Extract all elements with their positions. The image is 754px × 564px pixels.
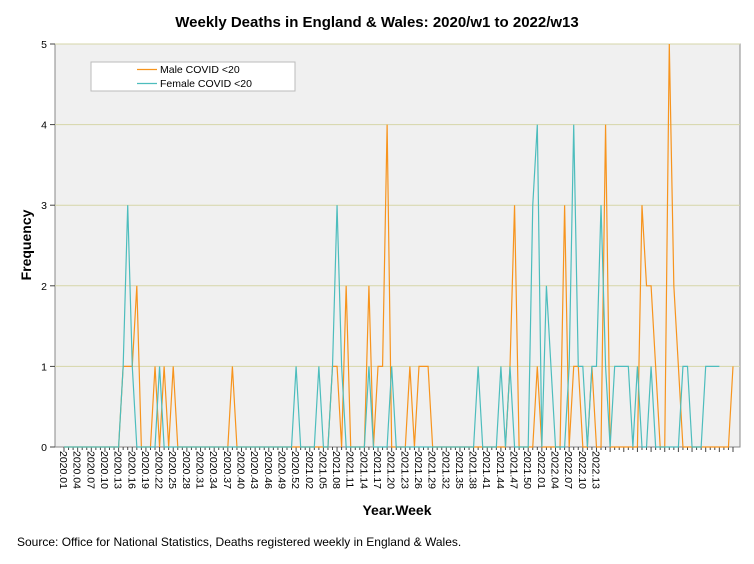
x-tick-label: 2021.17 [371, 451, 383, 489]
x-tick-label: 2020.52 [289, 451, 301, 489]
legend-label-female: Female COVID <20 [160, 78, 252, 90]
x-axis-label: Year.Week [362, 502, 431, 518]
x-tick-label: 2020.31 [194, 451, 206, 489]
y-tick-label-5: 5 [41, 39, 47, 51]
x-tick-label: 2020.10 [98, 451, 110, 489]
x-tick-label: 2021.32 [439, 451, 451, 489]
x-tick-label: 2020.46 [262, 451, 274, 489]
x-tick-label: 2021.23 [398, 451, 410, 489]
x-tick-label: 2022.07 [562, 451, 574, 489]
x-tick-label: 2020.34 [207, 451, 219, 489]
x-tick-label: 2020.37 [221, 451, 233, 489]
x-tick-label: 2020.22 [153, 451, 165, 489]
x-tick-label: 2021.35 [453, 451, 465, 489]
x-tick-label: 2020.19 [139, 451, 151, 489]
y-axis: 0 1 2 3 4 5 [41, 39, 55, 454]
x-tick-label: 2021.50 [521, 451, 533, 489]
x-tick-label: 2021.14 [357, 451, 369, 489]
y-tick-label-2: 2 [41, 281, 47, 293]
x-tick-label: 2022.13 [589, 451, 601, 489]
x-tick-label: 2021.26 [412, 451, 424, 489]
y-tick-label-3: 3 [41, 200, 47, 212]
x-tick-label: 2020.43 [248, 451, 260, 489]
legend-box [90, 61, 296, 92]
x-tick-label: 2021.29 [426, 451, 438, 489]
y-axis-label: Frequency [18, 209, 34, 280]
x-tick-label: 2022.04 [549, 451, 561, 489]
x-tick-label: 2022.10 [576, 451, 588, 489]
x-tick-label: 2020.28 [180, 451, 192, 489]
legend-label-male: Male COVID <20 [160, 64, 240, 76]
y-tick-label-1: 1 [41, 361, 47, 373]
x-tick-label: 2020.25 [166, 451, 178, 489]
y-tick-label-0: 0 [41, 442, 47, 454]
x-tick-label: 2020.49 [275, 451, 287, 489]
legend: Male COVID <20 Female COVID <20 [90, 61, 296, 92]
x-tick-label: 2020.40 [234, 451, 246, 489]
x-tick-label: 2020.07 [84, 451, 96, 489]
x-tick-label: 2020.13 [112, 451, 124, 489]
x-tick-label: 2021.38 [467, 451, 479, 489]
y-tick-label-4: 4 [41, 120, 47, 132]
x-tick-label: 2021.44 [494, 451, 506, 489]
x-tick-label: 2021.11 [344, 451, 356, 488]
x-tick-label: 2021.02 [303, 451, 315, 489]
series-line-female [64, 124, 720, 448]
x-tick-label: 2021.08 [330, 451, 342, 489]
x-tick-label: 2021.41 [480, 451, 492, 489]
x-tick-label: 2020.16 [125, 451, 137, 489]
plot-area [54, 43, 741, 448]
x-tick-label: 2020.01 [57, 451, 69, 489]
series-lines [64, 43, 734, 448]
source-note: Source: Office for National Statistics, … [17, 535, 461, 549]
x-tick-label: 2021.05 [316, 451, 328, 489]
x-tick-label: 2021.47 [508, 451, 520, 489]
x-tick-label: 2020.04 [71, 451, 83, 489]
x-tick-label: 2021.20 [385, 451, 397, 489]
x-tick-label: 2022.01 [535, 451, 547, 489]
x-axis: 2020.01 2020.04 2020.07 2020.10 2020.13 2020.… [57, 447, 734, 489]
chart-title: Weekly Deaths in England & Wales: 2020/w… [175, 14, 579, 31]
